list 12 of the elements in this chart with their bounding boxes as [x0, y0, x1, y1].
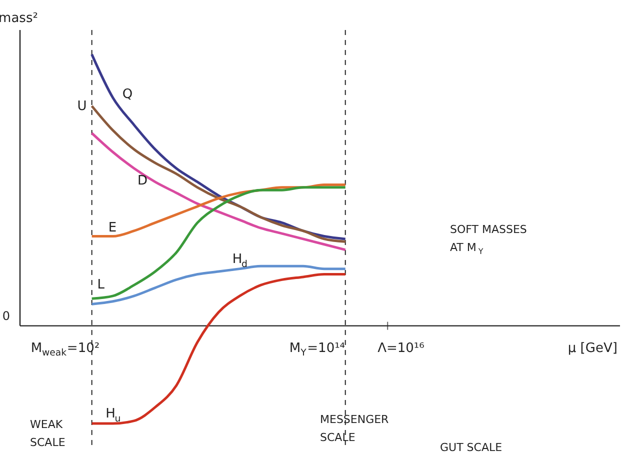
text: WEAK SCALE — [30, 418, 66, 449]
annotation: MESSENGER SCALE — [320, 413, 390, 444]
text: Λ=10¹⁶ — [378, 340, 424, 356]
y-axis-title: mass² — [0, 11, 38, 26]
text: 0 — [2, 308, 10, 323]
text: μ [GeV] — [568, 340, 618, 356]
series-label: L — [97, 278, 106, 293]
text: GUT SCALE — [440, 441, 502, 454]
series-label: Q — [122, 86, 133, 102]
series-label: D — [138, 173, 148, 188]
series-label: E — [108, 220, 117, 236]
series-label: U — [77, 98, 87, 114]
